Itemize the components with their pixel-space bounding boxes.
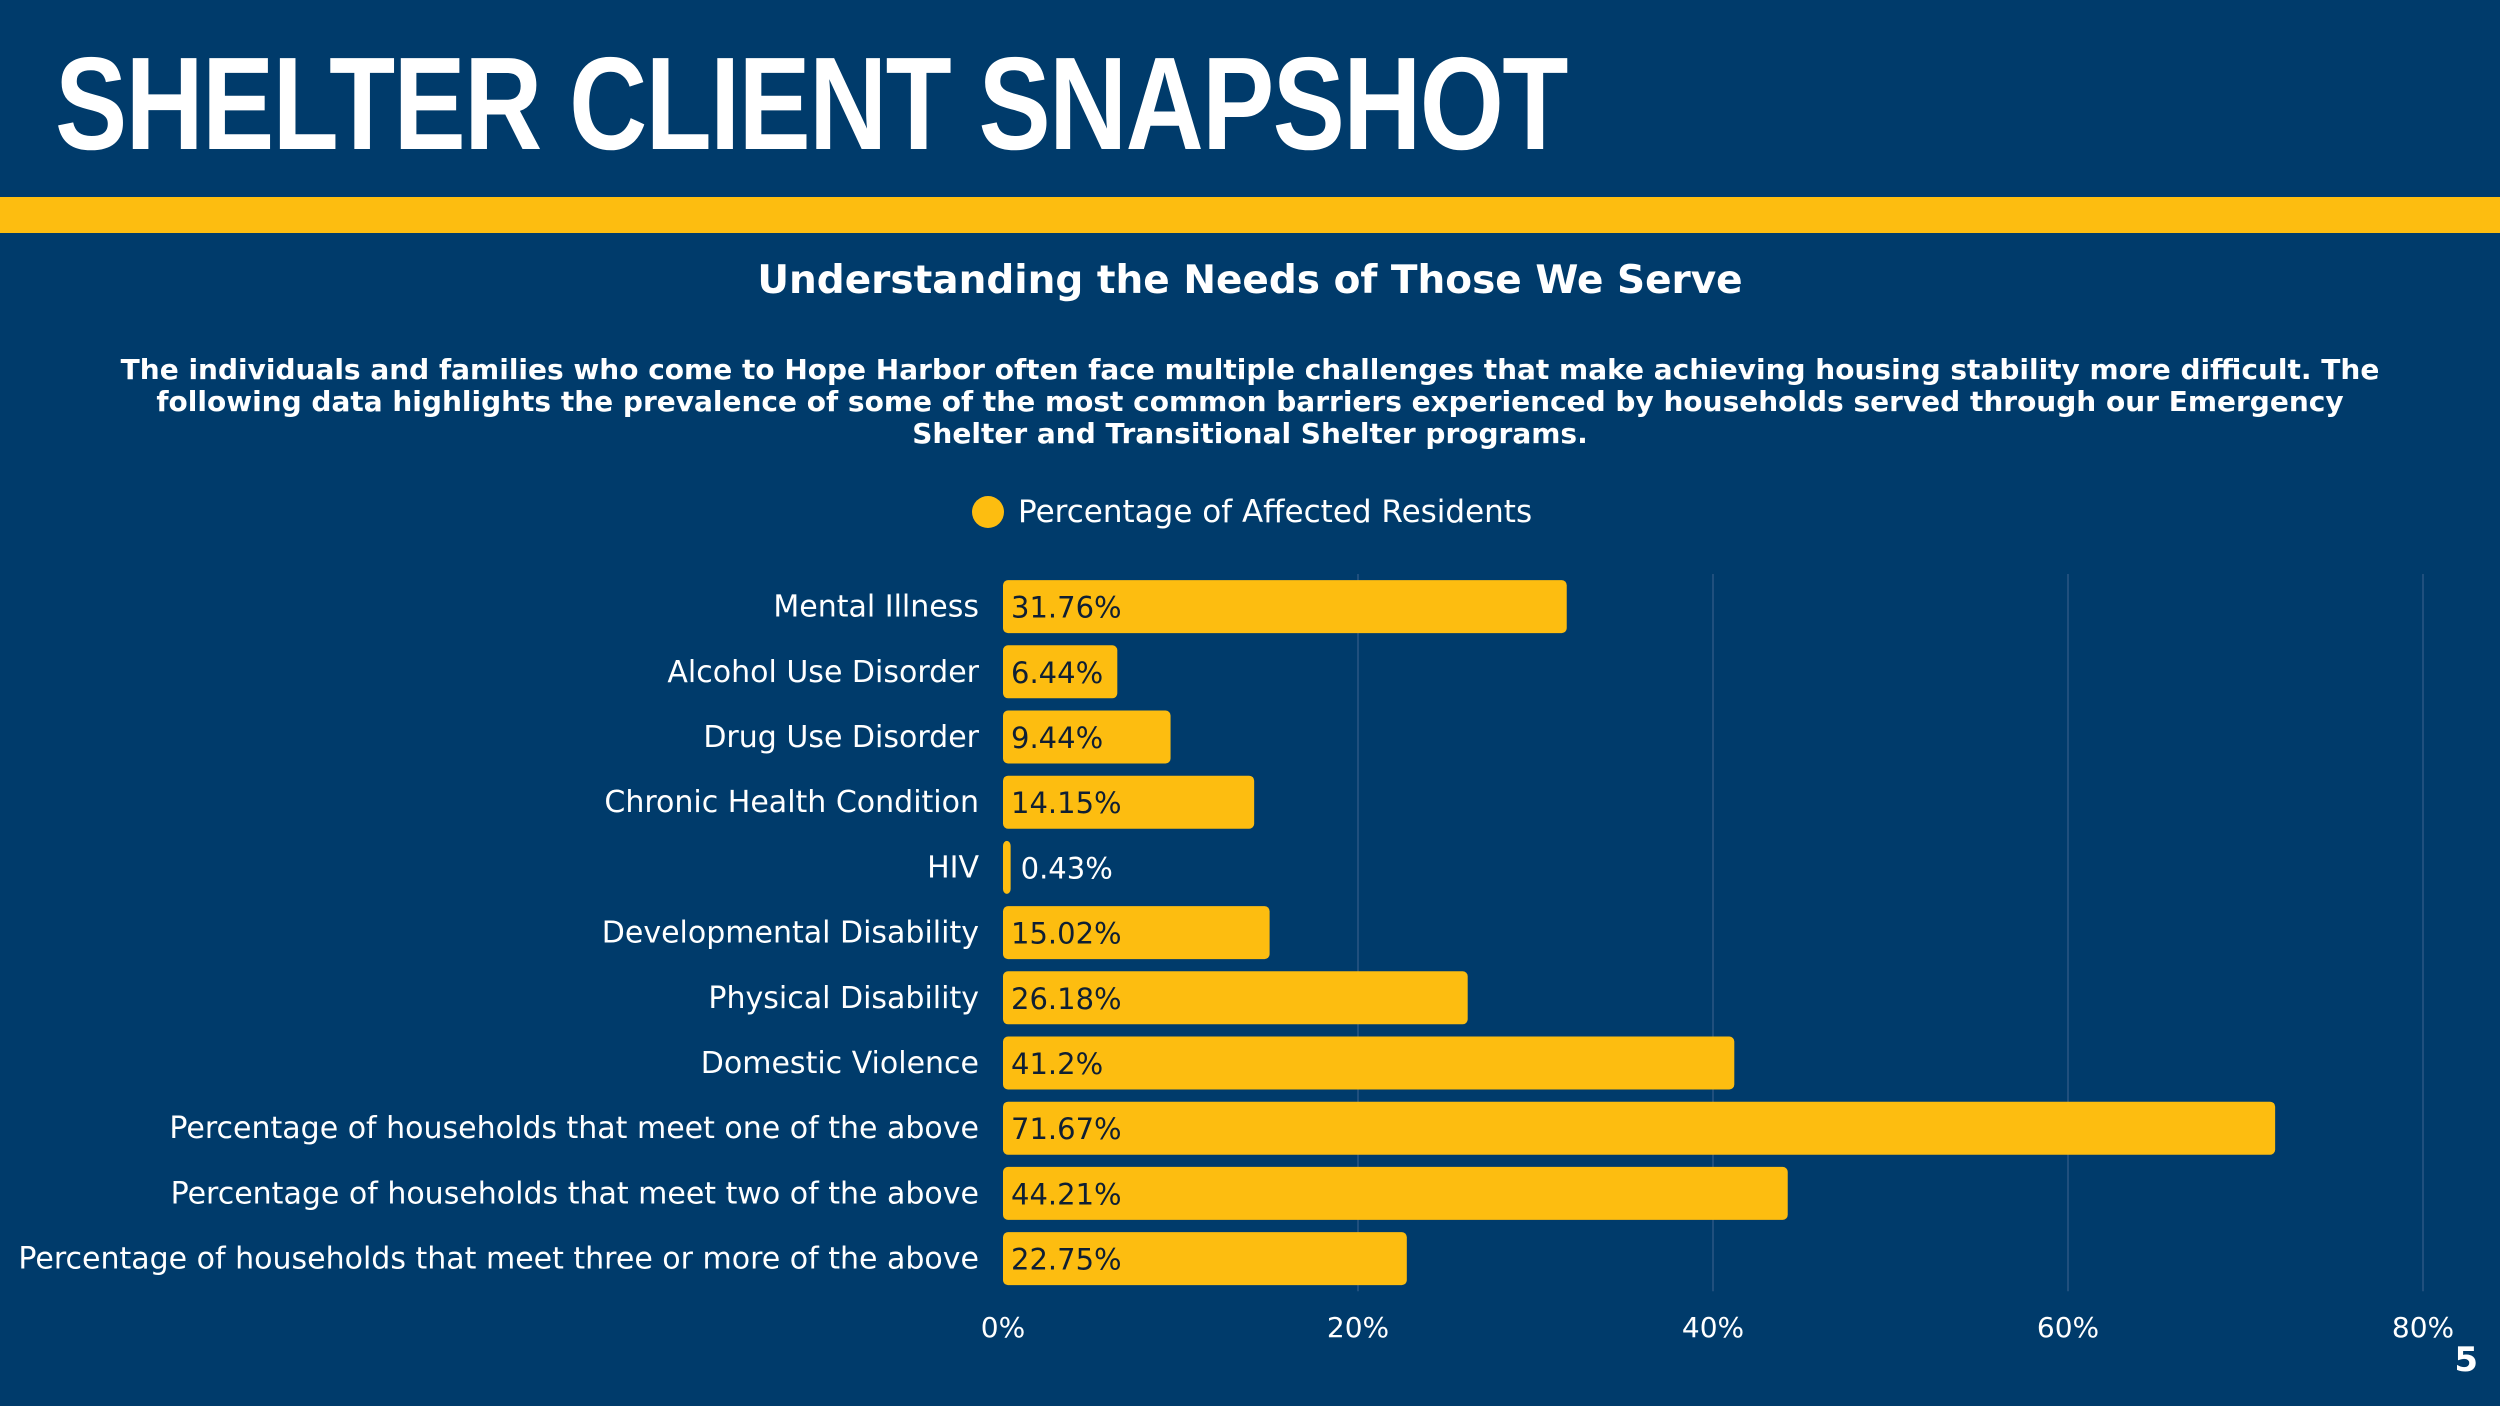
bar <box>1003 840 1011 894</box>
bar <box>1003 971 1468 1025</box>
category-label: Domestic Violence <box>701 1046 979 1081</box>
data-label: 6.44% <box>1011 656 1103 690</box>
data-label: 71.67% <box>1011 1112 1122 1146</box>
bar <box>1003 1101 2276 1155</box>
legend-label: Percentage of Affected Residents <box>1018 494 1533 530</box>
data-label: 14.15% <box>1011 786 1122 820</box>
bar <box>1003 906 1270 960</box>
bar <box>1003 1036 1735 1090</box>
data-label: 15.02% <box>1011 917 1122 951</box>
subtitle: Understanding the Needs of Those We Serv… <box>757 258 1743 303</box>
bar <box>1003 1166 1788 1220</box>
legend-marker <box>972 496 1004 528</box>
page-title: SHELTER CLIENT SNAPSHOT <box>55 30 1568 177</box>
accent-band <box>0 197 2500 233</box>
category-label: Mental Illness <box>773 590 979 625</box>
bar <box>1003 645 1118 699</box>
data-label: 31.76% <box>1011 591 1122 625</box>
bar <box>1003 580 1567 634</box>
category-label: Percentage of households that meet two o… <box>171 1176 979 1211</box>
data-label: 26.18% <box>1011 982 1122 1016</box>
category-label: Developmental Disability <box>602 916 979 951</box>
bar <box>1003 775 1255 829</box>
data-label: 44.21% <box>1011 1177 1122 1211</box>
category-label: Percentage of households that meet one o… <box>169 1111 979 1146</box>
x-tick-label: 20% <box>1327 1311 1389 1344</box>
x-tick-label: 40% <box>1682 1311 1744 1344</box>
data-label: 41.2% <box>1011 1047 1103 1081</box>
category-label: Physical Disability <box>708 981 979 1016</box>
bar <box>1003 710 1171 764</box>
description: The individuals and families who come to… <box>120 353 2380 450</box>
x-tick-label: 80% <box>2392 1311 2454 1344</box>
data-label: 0.43% <box>1021 851 1113 885</box>
data-label: 9.44% <box>1011 721 1103 755</box>
bar <box>1003 1232 1407 1286</box>
category-label: HIV <box>927 850 979 885</box>
category-label: Chronic Health Condition <box>604 785 979 820</box>
x-tick-label: 0% <box>981 1311 1025 1344</box>
category-label: Percentage of households that meet three… <box>18 1242 979 1277</box>
data-label: 22.75% <box>1011 1243 1122 1277</box>
page-number: 5 <box>2454 1340 2478 1380</box>
x-tick-label: 60% <box>2037 1311 2099 1344</box>
category-label: Alcohol Use Disorder <box>667 655 979 690</box>
chart-legend: Percentage of Affected Residents <box>972 494 1532 530</box>
category-label: Drug Use Disorder <box>703 720 979 755</box>
